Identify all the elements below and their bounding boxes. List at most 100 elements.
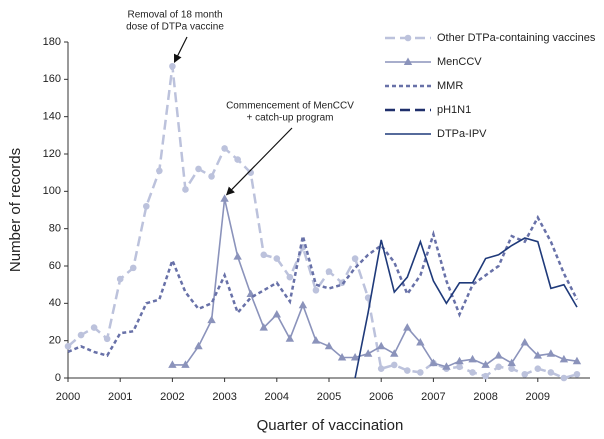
data-point — [350, 352, 360, 361]
data-point — [208, 173, 215, 180]
x-tick-label: 2001 — [108, 391, 132, 403]
data-point — [481, 360, 490, 368]
series-line — [172, 198, 578, 368]
y-tick-label: 20 — [49, 335, 61, 347]
data-point — [311, 336, 321, 344]
data-point — [534, 365, 542, 372]
y-tick-label: 140 — [43, 111, 61, 123]
x-tick-label: 2004 — [265, 391, 289, 403]
data-point — [220, 194, 229, 202]
data-point — [417, 369, 424, 376]
data-point — [312, 286, 320, 294]
annotation-arrow — [226, 127, 293, 196]
data-point — [64, 342, 72, 350]
data-point — [260, 251, 268, 259]
data-point — [351, 255, 359, 262]
data-point — [143, 202, 150, 210]
data-point — [559, 354, 569, 363]
legend-label: pH1N1 — [437, 104, 471, 116]
data-point — [221, 145, 228, 152]
data-point — [207, 315, 216, 324]
x-tick-label: 2000 — [56, 391, 80, 403]
data-point — [416, 338, 425, 346]
legend-marker — [403, 57, 413, 65]
annotation-text: + catch-up program — [247, 113, 334, 124]
data-point — [442, 362, 451, 370]
y-tick-label: 80 — [49, 223, 61, 235]
data-point — [494, 351, 503, 359]
x-tick-label: 2008 — [473, 391, 497, 403]
y-tick-label: 40 — [49, 297, 61, 309]
data-point — [546, 349, 556, 357]
data-point — [508, 365, 515, 372]
data-point — [547, 369, 555, 376]
x-tick-label: 2007 — [421, 391, 445, 403]
data-point — [403, 323, 412, 331]
y-axis-title: Number of records — [7, 148, 24, 272]
legend-label: MMR — [437, 80, 463, 92]
legend-marker — [404, 34, 412, 42]
annotation-arrow — [173, 36, 188, 64]
y-tick-label: 60 — [49, 260, 61, 272]
y-tick-label: 100 — [43, 185, 61, 197]
data-point — [520, 338, 529, 346]
data-point — [482, 372, 489, 380]
data-point — [259, 323, 268, 331]
data-point — [168, 360, 177, 368]
x-axis-title: Quarter of vaccination — [257, 417, 404, 434]
data-point — [390, 349, 399, 357]
x-tick-label: 2009 — [526, 391, 550, 403]
series-line — [354, 237, 578, 379]
data-point — [337, 352, 347, 361]
data-point — [560, 374, 568, 382]
data-point — [573, 370, 581, 378]
data-point — [233, 252, 242, 260]
series-line — [67, 214, 579, 358]
data-point — [456, 363, 463, 371]
data-point — [429, 358, 438, 367]
x-tick-label: 2006 — [369, 391, 393, 403]
x-tick-label: 2005 — [317, 391, 341, 403]
annotation-text: Commencement of MenCCV — [226, 101, 354, 112]
data-point — [90, 324, 98, 331]
legend-label: MenCCV — [437, 56, 482, 68]
data-point — [194, 341, 203, 350]
y-tick-label: 120 — [43, 148, 61, 160]
series-line — [67, 66, 578, 380]
data-point — [298, 300, 308, 309]
data-point — [156, 167, 163, 175]
data-point — [234, 156, 241, 163]
data-point — [182, 186, 189, 193]
data-point — [377, 341, 386, 350]
y-tick-label: 0 — [55, 372, 61, 384]
data-point — [169, 62, 176, 70]
data-point — [324, 341, 334, 350]
data-point — [129, 264, 137, 272]
data-point — [286, 273, 294, 281]
legend-label: DTPa-IPV — [437, 128, 487, 140]
data-point — [468, 354, 477, 363]
data-point — [285, 334, 295, 342]
data-point — [116, 275, 124, 283]
data-point — [521, 370, 529, 378]
data-point — [363, 349, 373, 357]
annotation-text: dose of DTPa vaccine — [126, 22, 224, 33]
legend-label: Other DTPa-containing vaccines — [437, 32, 596, 44]
data-point — [404, 367, 411, 374]
annotation-text: Removal of 18 month — [127, 10, 222, 21]
data-point — [103, 335, 111, 343]
data-point — [195, 165, 202, 173]
x-tick-label: 2002 — [160, 391, 184, 403]
data-point — [377, 365, 385, 372]
data-point — [181, 360, 190, 368]
data-point — [455, 356, 464, 365]
data-point — [325, 268, 333, 275]
data-point — [469, 369, 476, 376]
data-point — [572, 356, 582, 365]
x-tick-label: 2003 — [212, 391, 236, 403]
data-point — [272, 310, 281, 318]
y-tick-label: 160 — [43, 73, 61, 85]
data-point — [273, 255, 281, 262]
data-point — [390, 361, 398, 369]
